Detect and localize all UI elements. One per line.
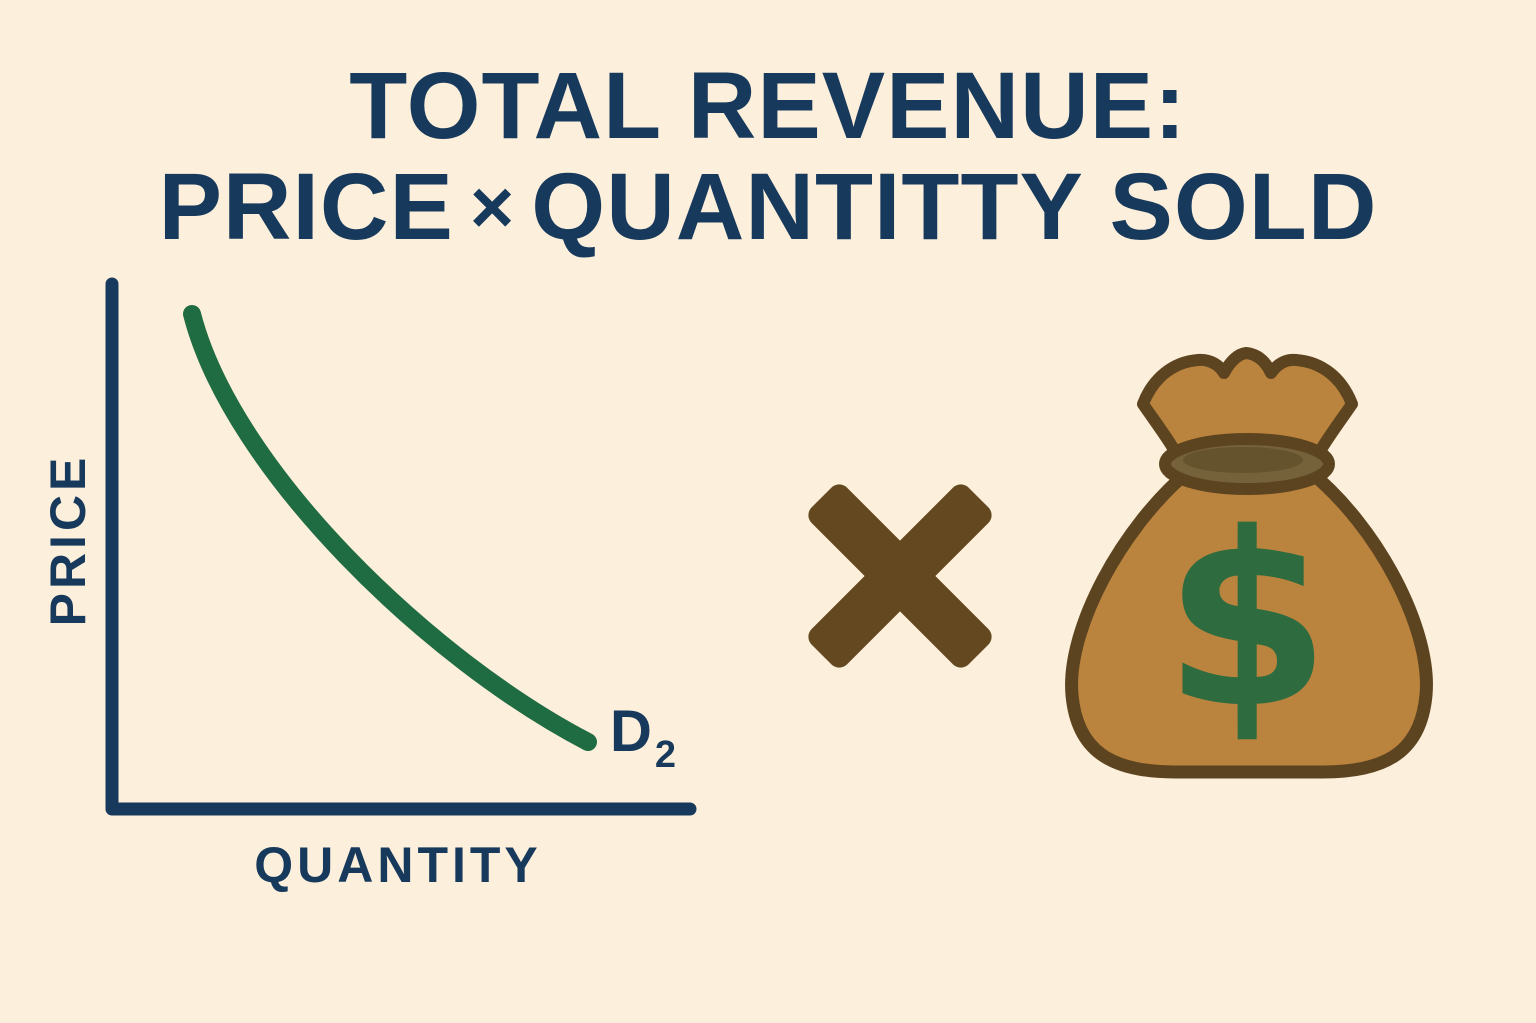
cross-arms	[808, 484, 992, 668]
cross-arm-2	[808, 484, 992, 668]
demand-curve-d2	[183, 305, 597, 751]
y-axis-label: PRICE	[40, 453, 96, 627]
title-multiply-symbol: ×	[469, 165, 516, 250]
x-axis-label: QUANTITY	[254, 837, 542, 893]
curve-label-base: D	[610, 699, 652, 764]
title-quantity-sold-words: QUANTITTY SOLD	[531, 154, 1378, 260]
demand-curve-chart	[105, 277, 697, 816]
curve-label-subscript: 2	[654, 734, 677, 776]
title-line-2: PRICE × QUANTITTY SOLD	[0, 157, 1536, 258]
page-title: TOTAL REVENUE: PRICE × QUANTITTY SOLD	[0, 56, 1536, 258]
title-price-word: PRICE	[158, 154, 454, 260]
chart-axes	[105, 277, 697, 816]
multiplication-cross-icon	[808, 484, 992, 668]
bag-body	[1065, 463, 1433, 779]
title-line-1-text: TOTAL REVENUE:	[349, 53, 1187, 159]
money-bag-icon: $	[1065, 347, 1433, 779]
dollar-sign: $	[1164, 481, 1331, 761]
bag-neck-opening-shadow	[1183, 447, 1303, 473]
curve-label-d2: D2	[610, 698, 676, 777]
title-line-1: TOTAL REVENUE:	[0, 56, 1536, 157]
